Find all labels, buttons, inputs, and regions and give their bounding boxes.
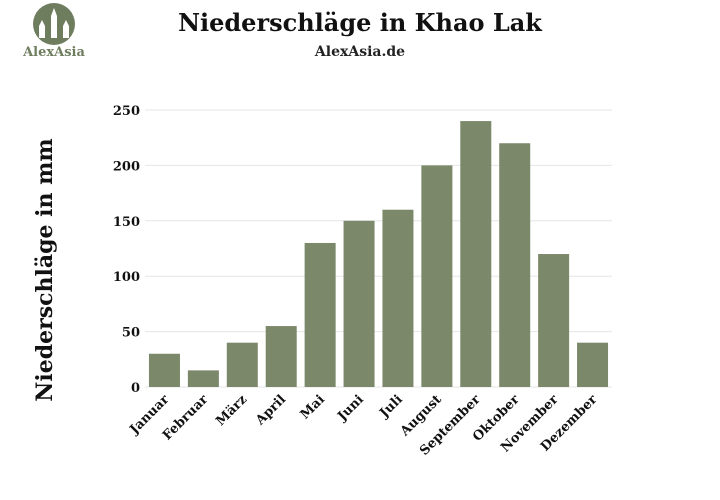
bar-september <box>460 121 492 387</box>
bar-oktober <box>499 143 531 387</box>
bar-dezember <box>577 342 609 387</box>
y-axis-label: Niederschläge in mm <box>32 138 58 401</box>
y-tick-label: 150 <box>113 215 140 230</box>
bar-august <box>421 165 453 387</box>
bar-november <box>538 254 570 387</box>
y-tick-label: 100 <box>113 270 140 285</box>
x-tick-label: April <box>252 392 289 429</box>
y-tick-label: 200 <box>113 159 140 174</box>
chart-subtitle: AlexAsia.de <box>314 44 406 60</box>
x-tick-label: Juli <box>376 392 405 421</box>
bar-juli <box>382 209 414 387</box>
alexasia-logo: AlexAsia <box>14 2 94 64</box>
logo-text: AlexAsia <box>23 45 85 60</box>
bar-februar <box>187 370 219 387</box>
bar-märz <box>226 342 258 387</box>
y-tick-label: 0 <box>131 381 140 396</box>
bar-januar <box>148 353 180 387</box>
x-tick-label: Mai <box>298 392 328 422</box>
bar-juni <box>343 220 375 387</box>
x-tick-label: Juni <box>334 392 367 425</box>
chart-title: Niederschläge in Khao Lak <box>178 8 542 37</box>
x-tick-label: März <box>213 392 250 429</box>
bar-april <box>265 326 297 387</box>
bar-mai <box>304 242 336 387</box>
y-tick-label: 250 <box>113 104 140 119</box>
y-tick-label: 50 <box>122 326 140 341</box>
logo-emblem-icon <box>33 3 75 45</box>
